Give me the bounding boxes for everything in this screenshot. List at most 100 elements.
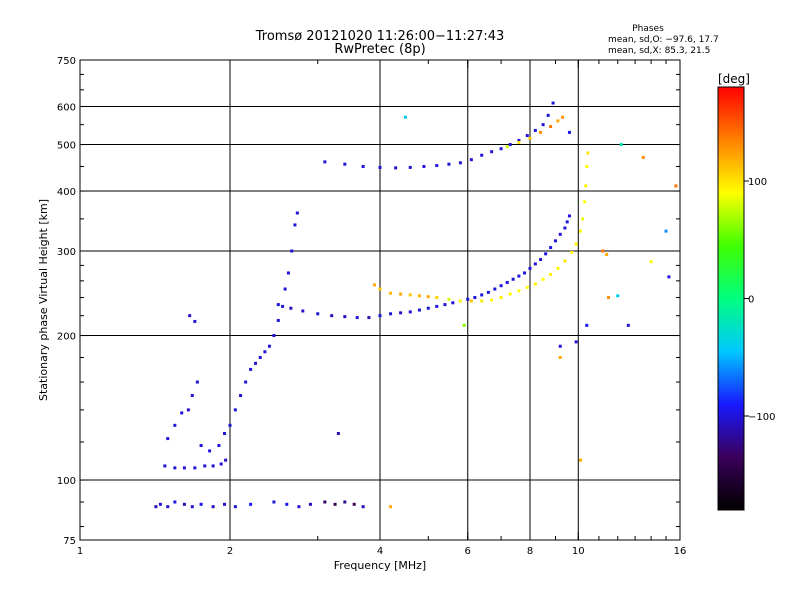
data-point <box>190 394 194 398</box>
data-point <box>154 505 158 509</box>
data-point <box>173 466 177 470</box>
data-point <box>443 303 447 307</box>
x-tick-label: 8 <box>527 546 533 557</box>
y-tick-label: 75 <box>63 536 76 547</box>
data-point <box>586 151 590 155</box>
data-point <box>208 449 212 453</box>
data-point <box>195 380 199 384</box>
x-tick-label: 1 <box>77 546 83 557</box>
data-point <box>541 277 545 281</box>
x-tick-label: 16 <box>674 546 687 557</box>
data-point <box>505 280 509 284</box>
data-point <box>435 296 439 300</box>
data-point <box>403 115 407 119</box>
y-axis-label: Stationary phase Virtual Height [km] <box>37 199 50 401</box>
data-point <box>263 350 267 354</box>
ticks-layer: 1 2 4 6 8 10 16 75 100 200 300 400 500 600 750 <box>57 56 686 557</box>
data-point <box>541 123 545 127</box>
data-point <box>297 505 301 509</box>
data-point <box>352 502 356 506</box>
data-point <box>343 162 347 166</box>
colorbar <box>717 86 745 511</box>
data-point <box>567 214 571 218</box>
data-point <box>539 130 543 134</box>
data-point <box>649 260 653 264</box>
x-axis-label: Frequency [MHz] <box>334 559 426 572</box>
data-point <box>578 229 582 233</box>
data-point <box>417 294 421 298</box>
colorbar-ticks: 100 0 −100 <box>744 177 775 423</box>
data-point <box>556 266 560 270</box>
data-point <box>616 294 620 298</box>
data-point <box>361 505 365 509</box>
data-point <box>249 502 253 506</box>
data-point <box>480 293 484 297</box>
data-point <box>558 232 562 236</box>
data-point <box>244 380 248 384</box>
data-point <box>581 217 585 221</box>
data-point <box>546 113 550 117</box>
data-point <box>480 299 484 303</box>
data-point <box>533 128 537 132</box>
data-point <box>323 160 327 164</box>
data-point <box>447 297 451 301</box>
data-point <box>447 162 451 166</box>
data-point <box>490 298 494 302</box>
data-point <box>163 464 167 468</box>
data-point <box>584 184 588 188</box>
data-point <box>641 155 645 159</box>
data-point <box>451 301 455 305</box>
x-tick-label: 6 <box>465 546 471 557</box>
data-point <box>549 246 553 250</box>
stats-x-line: mean, sd,X: 85.3, 21.5 <box>608 46 710 56</box>
data-point <box>308 502 312 506</box>
data-point <box>508 143 512 147</box>
grid-layer <box>80 60 680 540</box>
data-point <box>667 275 671 279</box>
data-point <box>336 432 340 436</box>
data-point <box>426 295 430 299</box>
data-point <box>544 252 548 256</box>
data-point <box>466 297 470 301</box>
data-point <box>435 164 439 168</box>
data-point <box>166 505 170 509</box>
data-point <box>558 355 562 359</box>
data-point <box>549 125 553 129</box>
data-point <box>286 271 290 275</box>
data-point <box>394 166 398 170</box>
data-point <box>193 319 197 323</box>
data-point <box>490 150 494 154</box>
data-point <box>399 311 403 315</box>
data-point <box>333 502 337 506</box>
data-point <box>343 500 347 504</box>
data-point <box>458 161 462 165</box>
data-point <box>664 229 668 233</box>
data-point <box>523 271 527 275</box>
data-point <box>173 423 177 427</box>
data-point <box>533 282 537 286</box>
data-point <box>158 502 162 506</box>
data-point <box>567 130 571 134</box>
data-point <box>458 299 462 303</box>
data-point <box>272 500 276 504</box>
data-point <box>389 505 393 509</box>
y-tick-label: 750 <box>57 56 76 67</box>
chart-subtitle: RwPretec (8p) <box>334 42 425 57</box>
y-tick-label: 300 <box>57 247 76 258</box>
data-point <box>422 164 426 168</box>
x-tick-label: 10 <box>572 546 585 557</box>
data-point <box>607 296 611 300</box>
data-point <box>417 308 421 312</box>
data-point <box>378 287 382 291</box>
stats-title: Phases <box>632 24 664 34</box>
y-tick-label: 500 <box>57 141 76 152</box>
data-point <box>511 277 515 281</box>
data-point <box>166 437 170 441</box>
data-point <box>539 258 543 262</box>
data-point <box>289 306 293 310</box>
data-point <box>408 310 412 314</box>
data-point <box>367 316 371 320</box>
data-point <box>563 259 567 263</box>
data-point <box>361 164 365 168</box>
data-point <box>224 458 228 462</box>
